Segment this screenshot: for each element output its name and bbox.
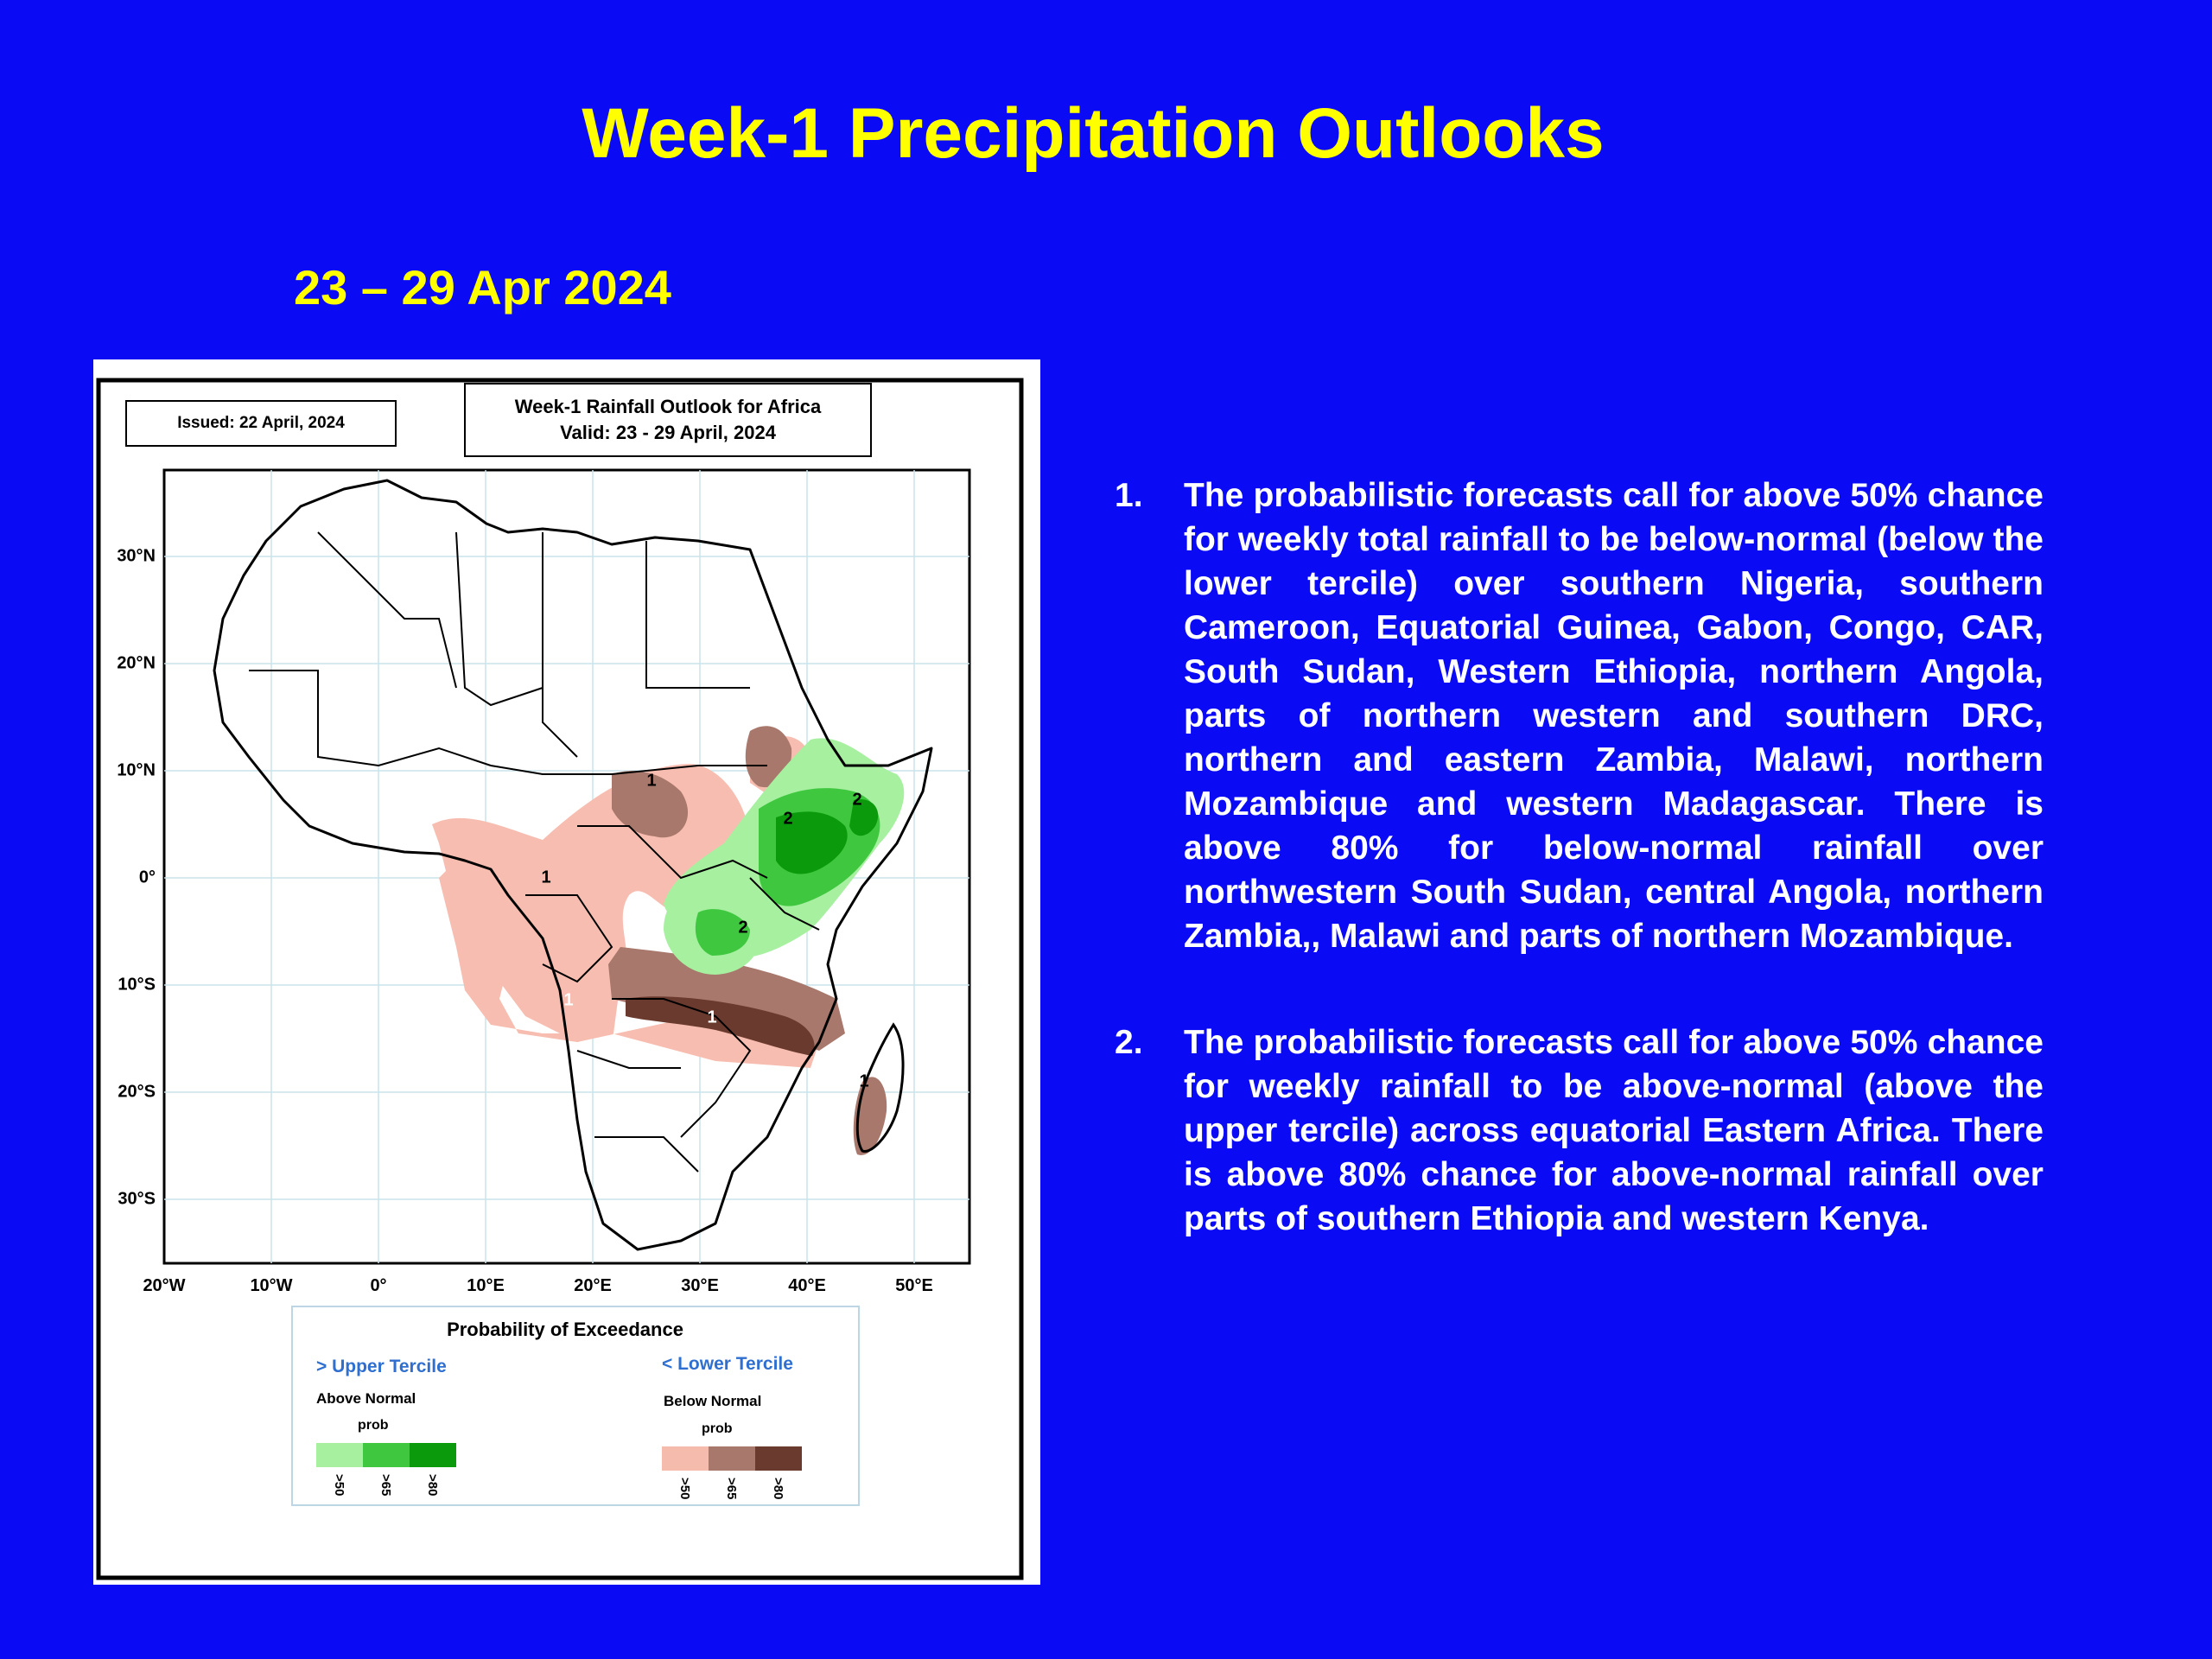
bullet-text: The probabilistic forecasts call for abo… <box>1184 477 2044 955</box>
above-normal-label: Above Normal <box>316 1390 416 1407</box>
above-normal-swatch-80 <box>410 1443 456 1467</box>
region-label: 1 <box>563 990 573 1009</box>
lat-label: 10°N <box>117 760 156 779</box>
issued-label: Issued: 22 April, 2024 <box>177 414 345 432</box>
below-normal-label: Below Normal <box>664 1393 761 1409</box>
above-tick: >50 <box>332 1474 346 1496</box>
lon-label: 0° <box>370 1276 386 1295</box>
lat-label: 20°N <box>117 653 156 672</box>
lat-label: 20°S <box>118 1082 156 1101</box>
below-normal-swatch-50 <box>662 1446 709 1471</box>
below-prob-label: prob <box>702 1421 733 1436</box>
below-tick: >50 <box>677 1478 692 1499</box>
bullet-text: The probabilistic forecasts call for abo… <box>1184 1024 2044 1237</box>
below-normal-80 <box>626 996 815 1056</box>
lon-label: 10°E <box>467 1276 505 1295</box>
issued-box <box>125 400 397 447</box>
region-label: 2 <box>783 809 792 828</box>
region-label: 1 <box>646 771 656 790</box>
map-svg: Issued: 22 April, 2024 Week-1 Rainfall O… <box>96 378 1024 1580</box>
bullet-item: 2. The probabilistic forecasts call for … <box>1115 1020 2044 1241</box>
below-normal-swatch-65 <box>709 1446 755 1471</box>
lat-label: 0° <box>139 868 156 887</box>
map-plot: 1 2 2 1 2 1 1 1 <box>162 468 971 1265</box>
region-labels: 1 2 2 1 2 1 1 1 <box>541 771 868 1090</box>
above-prob-label: prob <box>358 1418 389 1433</box>
below-normal-swatch-80 <box>755 1446 802 1471</box>
country-borders <box>249 531 820 1173</box>
legend-box <box>291 1306 860 1506</box>
above-normal-swatch-65 <box>363 1443 410 1467</box>
lon-label: 20°W <box>143 1276 185 1295</box>
lon-label: 30°E <box>681 1276 719 1295</box>
upper-tercile-heading: > Upper Tercile <box>316 1357 447 1376</box>
below-tick: >65 <box>724 1478 739 1499</box>
above-tick: >80 <box>425 1474 440 1496</box>
lon-label: 50°E <box>895 1276 933 1295</box>
rainfall-outlook-map: Issued: 22 April, 2024 Week-1 Rainfall O… <box>93 359 1040 1585</box>
region-label: 2 <box>738 918 747 937</box>
lat-label: 30°S <box>118 1189 156 1208</box>
forecast-bullets: 1. The probabilistic forecasts call for … <box>1115 474 2044 1303</box>
lon-label: 40°E <box>788 1276 826 1295</box>
above-normal-swatch-50 <box>316 1443 363 1467</box>
map-title-line2: Valid: 23 - 29 April, 2024 <box>560 422 777 443</box>
lat-label: 10°S <box>118 975 156 994</box>
slide-title: Week-1 Precipitation Outlooks <box>582 94 1605 173</box>
region-label: 1 <box>859 1071 868 1090</box>
below-tick: >80 <box>771 1478 785 1499</box>
above-tick: >65 <box>378 1474 393 1496</box>
region-label: 1 <box>541 868 550 887</box>
lat-label: 30°N <box>117 546 156 565</box>
latitude-labels: 30°N 20°N 10°N 0° 10°S 20°S 30°S <box>117 546 156 1208</box>
madagascar-outline <box>855 1022 905 1153</box>
region-label: 2 <box>852 790 861 809</box>
map-title-line1: Week-1 Rainfall Outlook for Africa <box>515 396 822 417</box>
lon-label: 10°W <box>250 1276 292 1295</box>
region-label: 1 <box>707 1007 716 1027</box>
longitude-labels: 20°W 10°W 0° 10°E 20°E 30°E 40°E 50°E <box>143 1276 932 1295</box>
map-title-box <box>464 383 872 457</box>
africa-coastline <box>213 479 933 1251</box>
bullet-item: 1. The probabilistic forecasts call for … <box>1115 474 2044 958</box>
legend-title: Probability of Exceedance <box>447 1319 683 1340</box>
lower-tercile-heading: < Lower Tercile <box>662 1354 793 1374</box>
above-normal-80 <box>776 799 879 874</box>
date-range: 23 – 29 Apr 2024 <box>294 260 671 315</box>
bullet-number: 1. <box>1115 477 1143 514</box>
lon-label: 20°E <box>574 1276 612 1295</box>
legend: Probability of Exceedance > Upper Tercil… <box>291 1306 860 1506</box>
bullet-number: 2. <box>1115 1024 1143 1061</box>
